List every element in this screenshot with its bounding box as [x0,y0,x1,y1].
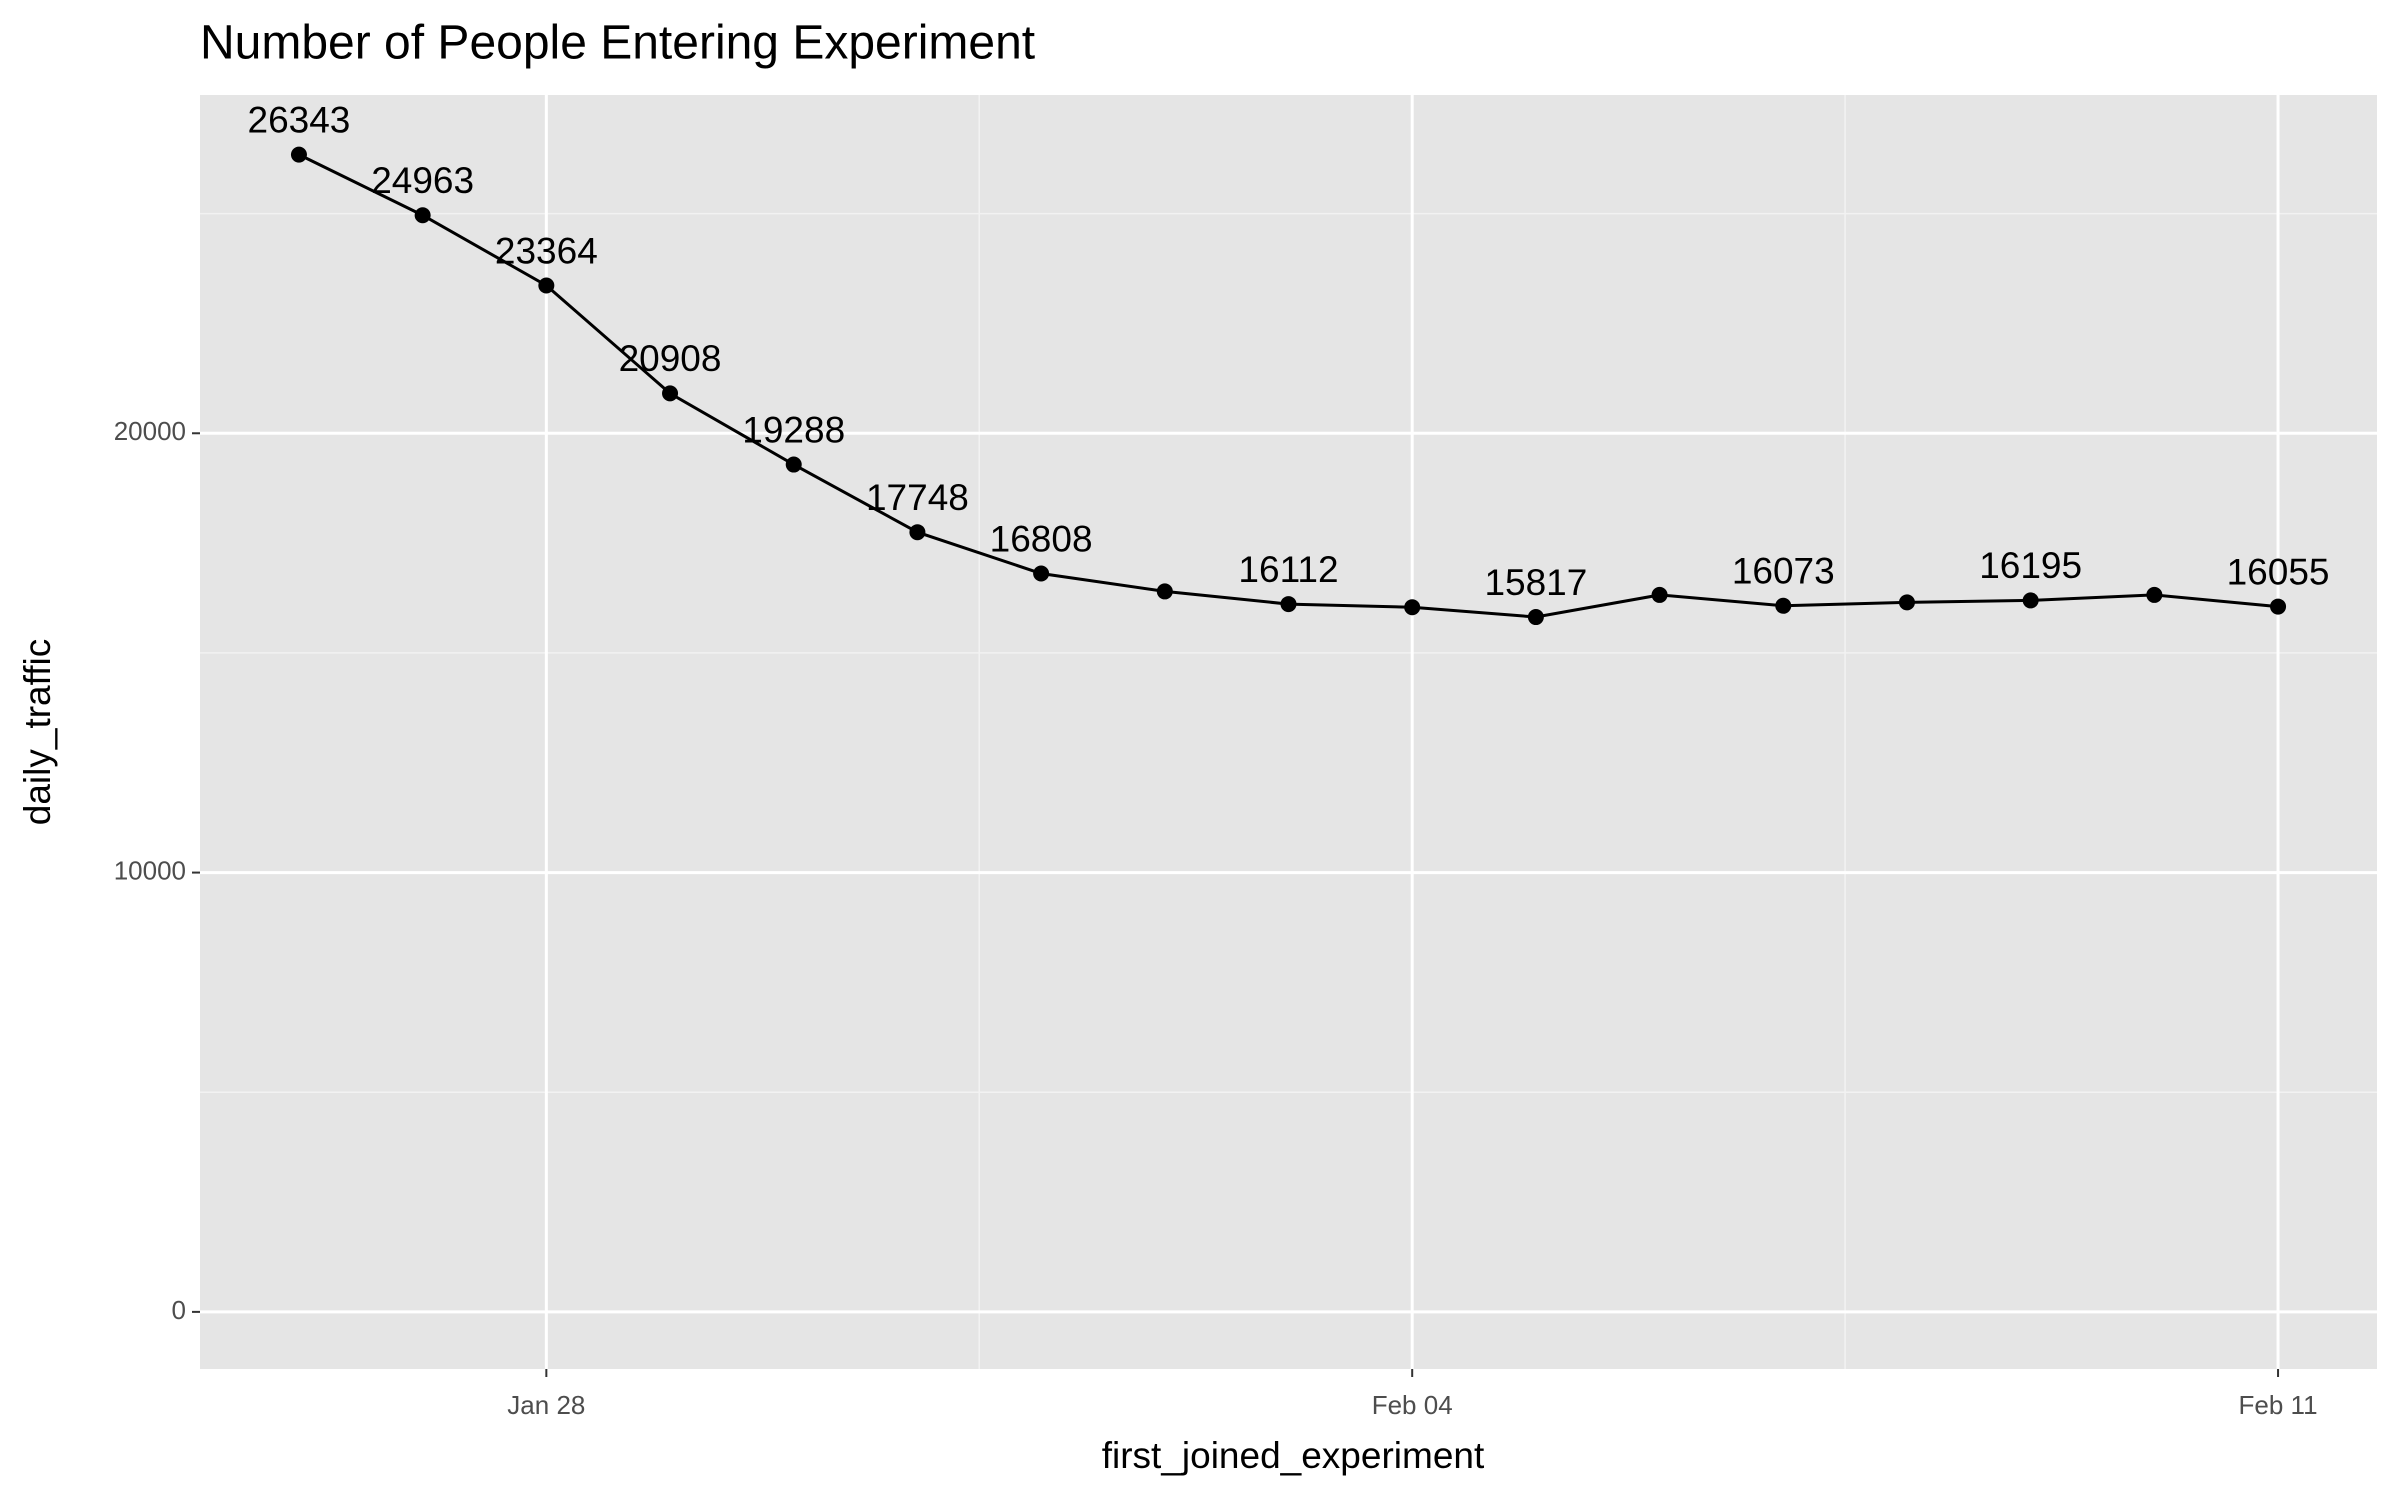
y-axis-title: daily_traffic [17,639,58,825]
point [414,207,431,224]
point [662,385,679,402]
y-tick-label: 20000 [114,416,186,446]
point [1898,594,1915,611]
data-label: 16073 [1732,551,1835,592]
point [2022,592,2039,609]
chart-title: Number of People Entering Experiment [200,17,1035,70]
x-axis-title: first_joined_experiment [1102,1435,1485,1476]
data-label: 16808 [990,518,1093,559]
data-label: 16112 [1238,549,1338,590]
point [909,524,926,541]
point [1651,586,1668,603]
data-label: 15817 [1484,562,1587,603]
y-tick-label: 0 [172,1295,186,1325]
panel [200,95,2377,1369]
point [1775,597,1792,614]
point [290,146,307,163]
point [1527,609,1544,626]
data-label: 24963 [371,160,474,201]
point [1280,596,1297,613]
data-label: 17748 [866,477,969,518]
point [538,277,555,294]
point [785,456,802,473]
x-tick-label: Jan 28 [507,1390,585,1420]
data-label: 26343 [248,99,351,140]
point [1156,583,1173,600]
x-tick-label: Feb 04 [1372,1390,1453,1420]
point [1033,565,1050,582]
y-tick-label: 10000 [114,855,186,885]
x-tick-label: Feb 11 [2239,1390,2318,1420]
point [2146,586,2163,603]
data-label: 19288 [742,409,845,450]
data-label: 23364 [495,230,598,271]
data-label: 20908 [619,338,722,379]
data-label: 16195 [1979,545,2082,586]
data-label: 16055 [2227,551,2330,592]
point [1404,599,1421,616]
point [2270,598,2287,615]
